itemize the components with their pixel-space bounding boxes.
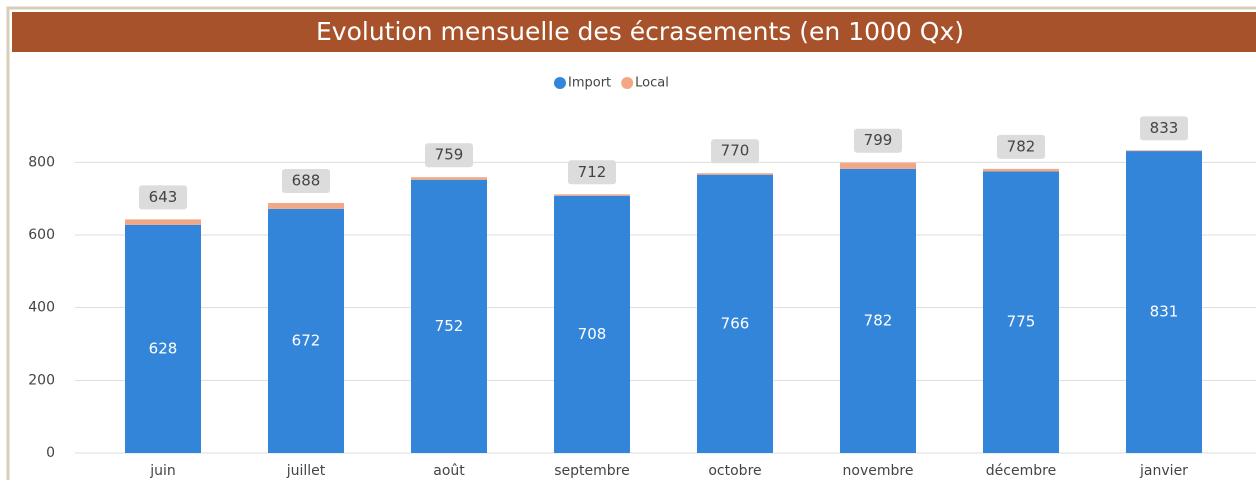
- bar-segment: [411, 177, 487, 180]
- x-tick-label: juin: [149, 463, 176, 479]
- y-tick-label: 0: [46, 445, 55, 461]
- y-tick-label: 800: [28, 154, 55, 170]
- x-tick-label: juillet: [286, 463, 326, 479]
- total-label-box: [425, 143, 473, 168]
- bar-segment: [840, 168, 916, 453]
- bar-segment: [411, 179, 487, 454]
- bar-segment: [983, 171, 1059, 453]
- bar-value-label: 672: [292, 331, 321, 349]
- legend-swatch: [554, 77, 566, 89]
- bar-segment: [1126, 151, 1202, 453]
- title-bar: [12, 12, 1256, 52]
- total-label: 833: [1150, 119, 1179, 137]
- bar-segment: [268, 208, 344, 453]
- total-label-box: [1140, 116, 1188, 141]
- bar-segment: [1126, 150, 1202, 152]
- bar-segment: [697, 174, 773, 454]
- total-label: 770: [721, 142, 750, 160]
- x-tick-label: octobre: [708, 463, 761, 479]
- bar-segment: [268, 203, 344, 209]
- bar-segment: [125, 224, 201, 453]
- total-label-box: [282, 169, 330, 194]
- legend-label: Local: [635, 76, 669, 91]
- x-tick-label: janvier: [1139, 463, 1188, 479]
- bar-segment: [554, 194, 630, 196]
- bar-value-label: 628: [149, 339, 178, 357]
- bar-value-label: 831: [1150, 303, 1179, 321]
- total-label: 688: [292, 172, 321, 190]
- x-tick-label: août: [433, 463, 465, 479]
- y-tick-label: 400: [28, 300, 55, 316]
- total-label-box: [711, 139, 759, 164]
- bar-value-label: 766: [721, 314, 750, 332]
- y-tick-label: 200: [28, 372, 55, 388]
- bar-segment: [840, 162, 916, 169]
- total-label: 759: [435, 146, 464, 164]
- total-label-box: [568, 160, 616, 185]
- bar-segment: [125, 219, 201, 225]
- total-label: 712: [578, 163, 607, 181]
- total-label: 799: [864, 131, 893, 149]
- bar-value-label: 752: [435, 317, 464, 335]
- y-tick-label: 600: [28, 227, 55, 243]
- total-label-box: [854, 128, 902, 153]
- x-tick-label: décembre: [986, 463, 1056, 479]
- bar-segment: [983, 168, 1059, 172]
- bar-segment: [697, 173, 773, 175]
- total-label-box: [997, 134, 1045, 159]
- bar-value-label: 775: [1007, 313, 1036, 331]
- x-tick-label: septembre: [554, 463, 629, 479]
- bar-value-label: 782: [864, 311, 893, 329]
- total-label: 782: [1007, 137, 1036, 155]
- total-label-box: [139, 185, 187, 210]
- total-label: 643: [149, 188, 178, 206]
- bar-segment: [554, 195, 630, 453]
- legend-label: Import: [568, 76, 611, 91]
- bar-value-label: 708: [578, 325, 607, 343]
- x-tick-label: novembre: [843, 463, 914, 479]
- chart-title: Evolution mensuelle des écrasements (en …: [316, 17, 964, 46]
- legend-swatch: [621, 77, 634, 89]
